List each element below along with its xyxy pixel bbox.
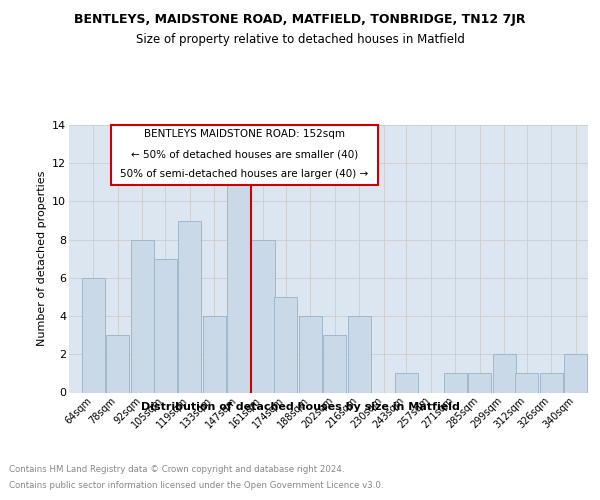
Text: Distribution of detached houses by size in Matfield: Distribution of detached houses by size … [140, 402, 460, 412]
Bar [227, 182, 250, 392]
Bar [82, 278, 105, 392]
Bar [443, 374, 467, 392]
Text: BENTLEYS MAIDSTONE ROAD: 152sqm: BENTLEYS MAIDSTONE ROAD: 152sqm [143, 129, 344, 139]
Bar [493, 354, 515, 393]
Text: BENTLEYS, MAIDSTONE ROAD, MATFIELD, TONBRIDGE, TN12 7JR: BENTLEYS, MAIDSTONE ROAD, MATFIELD, TONB… [74, 12, 526, 26]
Bar [515, 374, 538, 392]
Bar [299, 316, 322, 392]
Bar [106, 335, 130, 392]
Bar [203, 316, 226, 392]
Bar [540, 374, 563, 392]
Bar [395, 374, 418, 392]
Text: Contains HM Land Registry data © Crown copyright and database right 2024.: Contains HM Land Registry data © Crown c… [9, 465, 344, 474]
Bar [251, 240, 275, 392]
Bar [178, 220, 201, 392]
Bar [564, 354, 587, 393]
Y-axis label: Number of detached properties: Number of detached properties [37, 171, 47, 346]
FancyBboxPatch shape [110, 125, 378, 185]
Text: ← 50% of detached houses are smaller (40): ← 50% of detached houses are smaller (40… [131, 149, 358, 159]
Bar [347, 316, 371, 392]
Bar [468, 374, 491, 392]
Text: Size of property relative to detached houses in Matfield: Size of property relative to detached ho… [136, 32, 464, 46]
Text: 50% of semi-detached houses are larger (40) →: 50% of semi-detached houses are larger (… [120, 169, 368, 179]
Text: Contains public sector information licensed under the Open Government Licence v3: Contains public sector information licen… [9, 481, 383, 490]
Bar [131, 240, 154, 392]
Bar [323, 335, 346, 392]
Bar [274, 297, 297, 392]
Bar [154, 259, 176, 392]
